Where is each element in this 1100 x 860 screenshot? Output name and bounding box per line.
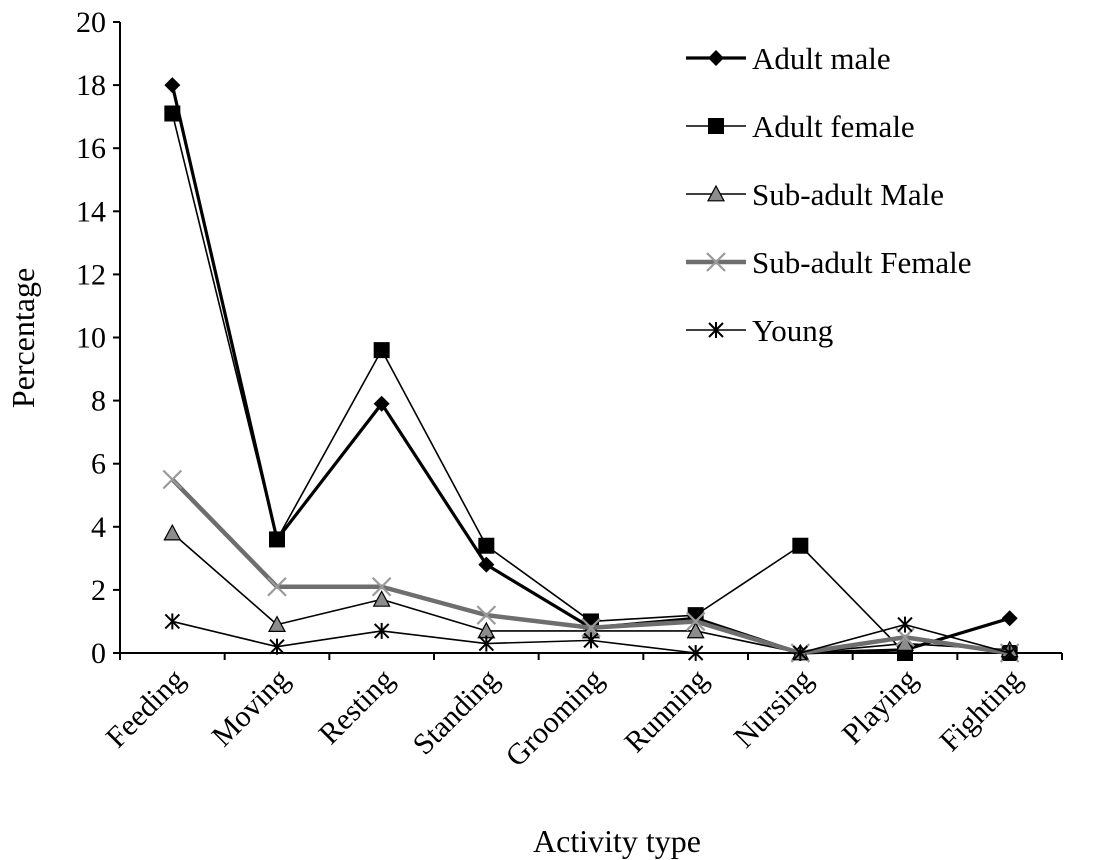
legend-item: Sub-adult Male	[686, 177, 944, 212]
series-adult-male	[164, 77, 1018, 661]
square-marker	[373, 342, 390, 359]
asterisk-marker	[792, 645, 809, 661]
asterisk-marker	[708, 322, 724, 338]
series-line	[170, 84, 1011, 655]
category-label: Running	[618, 663, 714, 759]
square-marker	[478, 537, 495, 554]
diamond-marker	[164, 77, 181, 94]
legend: Adult male Adult female Sub-adult Male Sub-…	[686, 41, 972, 348]
legend-label: Adult male	[752, 41, 891, 76]
triangle-marker	[372, 590, 391, 607]
triangle-marker	[163, 523, 182, 541]
asterisk-marker	[373, 622, 390, 639]
x-marker	[476, 605, 497, 625]
diamond-marker	[478, 556, 495, 573]
diamond-marker	[708, 50, 724, 66]
y-tick-label: 6	[91, 448, 106, 481]
legend-item: Adult female	[686, 109, 915, 144]
x-marker	[267, 576, 287, 597]
triangle-marker	[267, 615, 287, 633]
series-layer	[162, 77, 1020, 663]
legend-label: Adult female	[752, 109, 915, 144]
asterisk-marker	[897, 616, 913, 633]
x-marker-stroke	[706, 252, 726, 272]
asterisk-marker	[1001, 645, 1018, 661]
square-marker	[687, 607, 704, 624]
y-tick-label: 4	[91, 511, 106, 544]
asterisk-marker	[583, 632, 599, 649]
asterisk-marker	[164, 613, 181, 630]
asterisk-marker	[687, 645, 704, 661]
asterisk-marker	[478, 635, 495, 652]
legend-item: Young	[686, 313, 833, 348]
x-marker	[162, 469, 183, 490]
y-tick-label: 16	[76, 132, 106, 165]
category-label: Nursing	[728, 663, 820, 755]
square-marker	[708, 118, 724, 134]
x-marker-stroke	[162, 469, 183, 490]
diamond-marker	[1001, 610, 1018, 627]
series-sub-adult-male	[163, 523, 1019, 661]
y-tick-label: 12	[76, 258, 106, 291]
x-marker-stroke	[371, 576, 392, 597]
y-axis-title: Percentage	[5, 268, 41, 408]
x-marker-stroke	[267, 576, 287, 597]
asterisk-marker	[269, 638, 285, 655]
y-tick-label: 10	[76, 322, 106, 355]
x-marker	[685, 611, 706, 632]
triangle-marker	[706, 184, 726, 202]
y-tick-label: 2	[91, 574, 106, 607]
legend-label: Sub-adult Female	[752, 245, 972, 280]
series-adult-female	[164, 105, 1018, 661]
legend-label: Young	[752, 313, 833, 348]
square-marker	[269, 531, 285, 548]
y-ticks: 0 2 4 6 8 10 12 14 16 18 20	[76, 6, 120, 670]
series-young	[164, 613, 1018, 661]
category-label: Playing	[836, 663, 924, 751]
legend-label: Sub-adult Male	[752, 177, 944, 212]
y-tick-label: 14	[76, 195, 106, 228]
y-tick-label: 20	[76, 6, 106, 39]
category-label: Fighting	[933, 663, 1028, 758]
category-label: Resting	[312, 663, 400, 751]
square-marker	[792, 537, 809, 554]
triangle-marker	[686, 621, 705, 639]
y-tick-label: 18	[76, 69, 106, 102]
y-tick-label: 8	[91, 385, 106, 418]
category-label: Grooming	[499, 663, 610, 774]
category-label: Moving	[205, 663, 296, 754]
y-tick-label: 0	[91, 637, 106, 670]
x-axis-title: Activity type	[533, 823, 701, 859]
triangle-marker	[895, 634, 915, 651]
x-marker-stroke	[685, 611, 706, 632]
series-sub-adult-female	[162, 469, 1020, 663]
category-label: Standing	[407, 663, 506, 762]
x-marker	[371, 576, 392, 597]
square-marker	[164, 105, 181, 122]
x-marker	[706, 252, 726, 272]
diamond-marker	[373, 395, 390, 412]
category-label: Feeding	[100, 663, 192, 755]
legend-item: Adult male	[686, 41, 891, 76]
x-marker-stroke	[476, 605, 497, 625]
legend-item: Sub-adult Female	[686, 245, 972, 280]
